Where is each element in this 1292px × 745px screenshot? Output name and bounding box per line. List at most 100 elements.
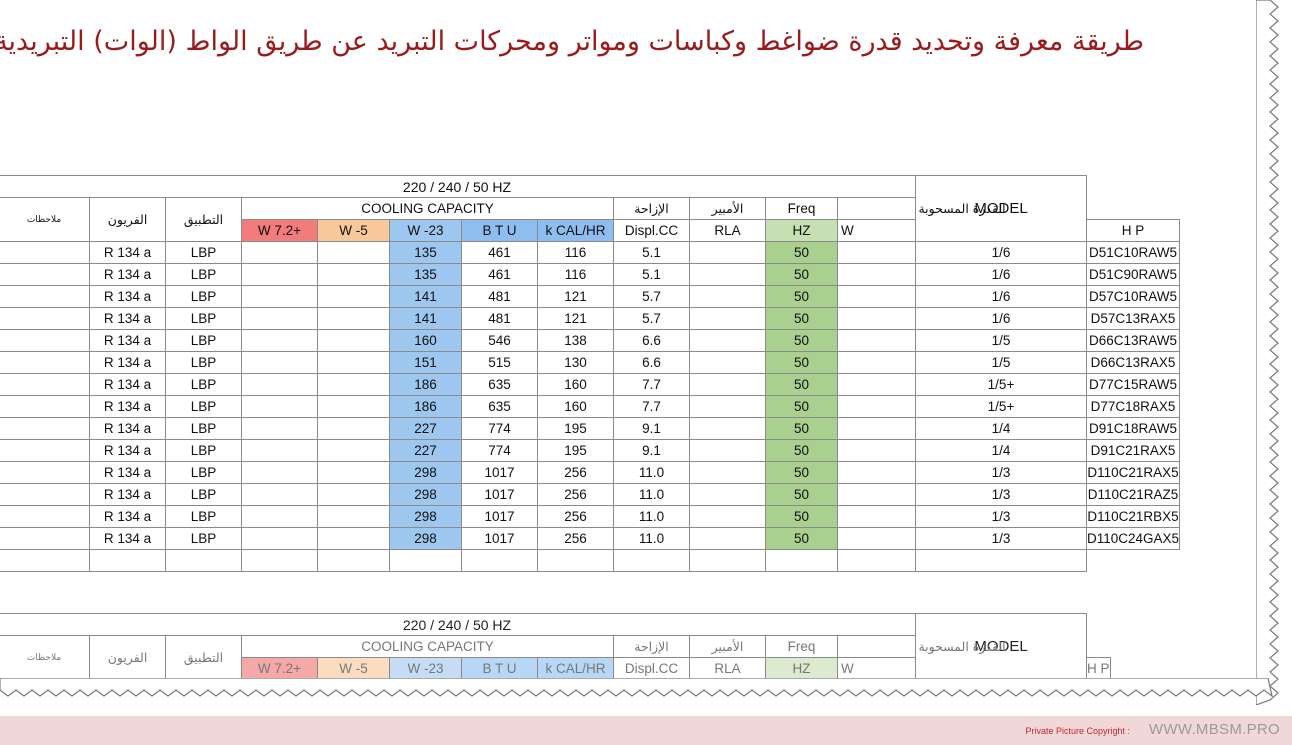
watt-cell xyxy=(837,505,916,528)
refrigerant-cell: R 134 a xyxy=(89,351,166,374)
kcal-cell: 121 xyxy=(537,307,614,330)
capacity-plus-7-2-cell xyxy=(241,307,318,330)
btu-header: B T U xyxy=(461,219,538,242)
kcal-cell: 160 xyxy=(537,395,614,418)
capacity-plus-7-2-cell xyxy=(241,373,318,396)
hp-cell: 1/5 xyxy=(915,351,1087,374)
capacity-minus-5-cell xyxy=(317,241,390,264)
page-title: طريقة معرفة وتحديد قدرة ضواغط وكباسات وم… xyxy=(0,26,1144,57)
model-cell: D110C21RBX5 xyxy=(1085,505,1181,528)
kcal-cell: 256 xyxy=(537,461,614,484)
application-header: التطبيق xyxy=(165,635,242,680)
model-cell: D57C13RAX5 xyxy=(1085,307,1181,330)
capacity-minus-5-cell xyxy=(317,373,390,396)
notes-cell xyxy=(0,461,90,484)
displ-cell: 5.7 xyxy=(613,285,690,308)
hz-cell: 50 xyxy=(765,395,838,418)
rla-cell xyxy=(689,395,766,418)
displ-cc-header: Displ.CC xyxy=(613,219,690,242)
application-cell: LBP xyxy=(165,241,242,264)
displ-cell: 9.1 xyxy=(613,417,690,440)
btu-cell: 1017 xyxy=(461,527,538,550)
copyright-label: Private Picture Copyright : xyxy=(1025,726,1130,736)
capacity-plus-7-2-cell xyxy=(241,439,318,462)
capacity-plus-7-2-cell xyxy=(241,329,318,352)
hp-cell: 1/5+ xyxy=(915,395,1087,418)
notes-cell xyxy=(0,373,90,396)
torn-paper-right-edge xyxy=(1256,0,1279,705)
header-row-units: W 7.2+ W -5 W -23 B T U k CAL/HR Displ.C… xyxy=(0,219,1181,242)
capacity-minus-23-header: W -23 xyxy=(389,657,462,680)
capacity-minus-23-cell: 298 xyxy=(389,483,462,506)
capacity-minus-5-cell xyxy=(317,461,390,484)
empty-cell xyxy=(915,549,1087,572)
model-cell: D51C10RAW5 xyxy=(1085,241,1181,264)
kcal-cell: 256 xyxy=(537,483,614,506)
notes-header: ملاحظات xyxy=(0,197,90,242)
cooling-capacity-header: COOLING CAPACITY xyxy=(241,635,614,658)
model-cell: D66C13RAW5 xyxy=(1085,329,1181,352)
notes-cell xyxy=(0,395,90,418)
watt-cell xyxy=(837,483,916,506)
application-cell: LBP xyxy=(165,307,242,330)
capacity-minus-23-cell: 186 xyxy=(389,373,462,396)
hz-header: HZ xyxy=(765,219,838,242)
kcal-cell: 195 xyxy=(537,417,614,440)
displ-cell: 6.6 xyxy=(613,329,690,352)
hp-cell: 1/3 xyxy=(915,527,1087,550)
notes-cell xyxy=(0,263,90,286)
btu-cell: 1017 xyxy=(461,505,538,528)
application-cell: LBP xyxy=(165,461,242,484)
document-page: طريقة معرفة وتحديد قدرة ضواغط وكباسات وم… xyxy=(0,26,1181,680)
table-row: R 134 a LBP 141 481 121 5.7 50 1/6 D57C13RAX5 xyxy=(0,307,1181,330)
table-row: R 134 a LBP 227 774 195 9.1 50 1/4 D91C18RAW5 xyxy=(0,417,1181,440)
notes-cell xyxy=(0,241,90,264)
table-row: R 134 a LBP 298 1017 256 11.0 50 1/3 D110C21RAZ5 xyxy=(0,483,1181,506)
kcal-cell: 160 xyxy=(537,373,614,396)
capacity-plus-7-2-cell xyxy=(241,395,318,418)
kcal-header: k CAL/HR xyxy=(537,657,614,680)
hp-cell: 1/6 xyxy=(915,263,1087,286)
empty-cell xyxy=(461,549,538,572)
refrigerant-cell: R 134 a xyxy=(89,395,166,418)
capacity-plus-7-2-header: W 7.2+ xyxy=(241,219,318,242)
empty-cell xyxy=(689,549,766,572)
capacity-minus-23-cell: 298 xyxy=(389,505,462,528)
rla-cell xyxy=(689,461,766,484)
empty-cell xyxy=(241,549,318,572)
torn-paper-bottom-edge xyxy=(0,678,1273,698)
refrigerant-cell: R 134 a xyxy=(89,527,166,550)
displ-cc-header: Displ.CC xyxy=(613,657,690,680)
refrigerant-cell: R 134 a xyxy=(89,461,166,484)
hz-cell: 50 xyxy=(765,483,838,506)
notes-cell xyxy=(0,285,90,308)
notes-header: ملاحظات xyxy=(0,635,90,680)
empty-row xyxy=(0,549,1180,572)
capacity-plus-7-2-header: W 7.2+ xyxy=(241,657,318,680)
watt-header: W xyxy=(837,219,916,242)
model-cell: D66C13RAX5 xyxy=(1085,351,1181,374)
watt-cell xyxy=(837,417,916,440)
hp-cell: 1/3 xyxy=(915,483,1087,506)
rla-cell xyxy=(689,527,766,550)
kcal-cell: 195 xyxy=(537,439,614,462)
hp-header: H P xyxy=(1085,219,1181,242)
table-row: R 134 a LBP 298 1017 256 11.0 50 1/3 D110C21RAX5 xyxy=(0,461,1181,484)
table-row: R 134 a LBP 160 546 138 6.6 50 1/5 D66C13RAW5 xyxy=(0,329,1181,352)
kcal-cell: 256 xyxy=(537,527,614,550)
model-cell: D110C24GAX5 xyxy=(1085,527,1181,550)
empty-cell xyxy=(89,549,166,572)
notes-cell xyxy=(0,483,90,506)
displacement-header: الإزاحة xyxy=(613,197,690,220)
notes-cell xyxy=(0,505,90,528)
hz-cell: 50 xyxy=(765,439,838,462)
model-cell: D91C18RAW5 xyxy=(1085,417,1181,440)
hz-cell: 50 xyxy=(765,527,838,550)
btu-cell: 1017 xyxy=(461,483,538,506)
capacity-minus-5-cell xyxy=(317,351,390,374)
refrigerant-cell: R 134 a xyxy=(89,417,166,440)
copyright-footer: Private Picture Copyright : WWW.MBSM.PRO xyxy=(0,716,1292,745)
capacity-minus-5-cell xyxy=(317,263,390,286)
refrigerant-cell: R 134 a xyxy=(89,483,166,506)
hz-cell: 50 xyxy=(765,505,838,528)
